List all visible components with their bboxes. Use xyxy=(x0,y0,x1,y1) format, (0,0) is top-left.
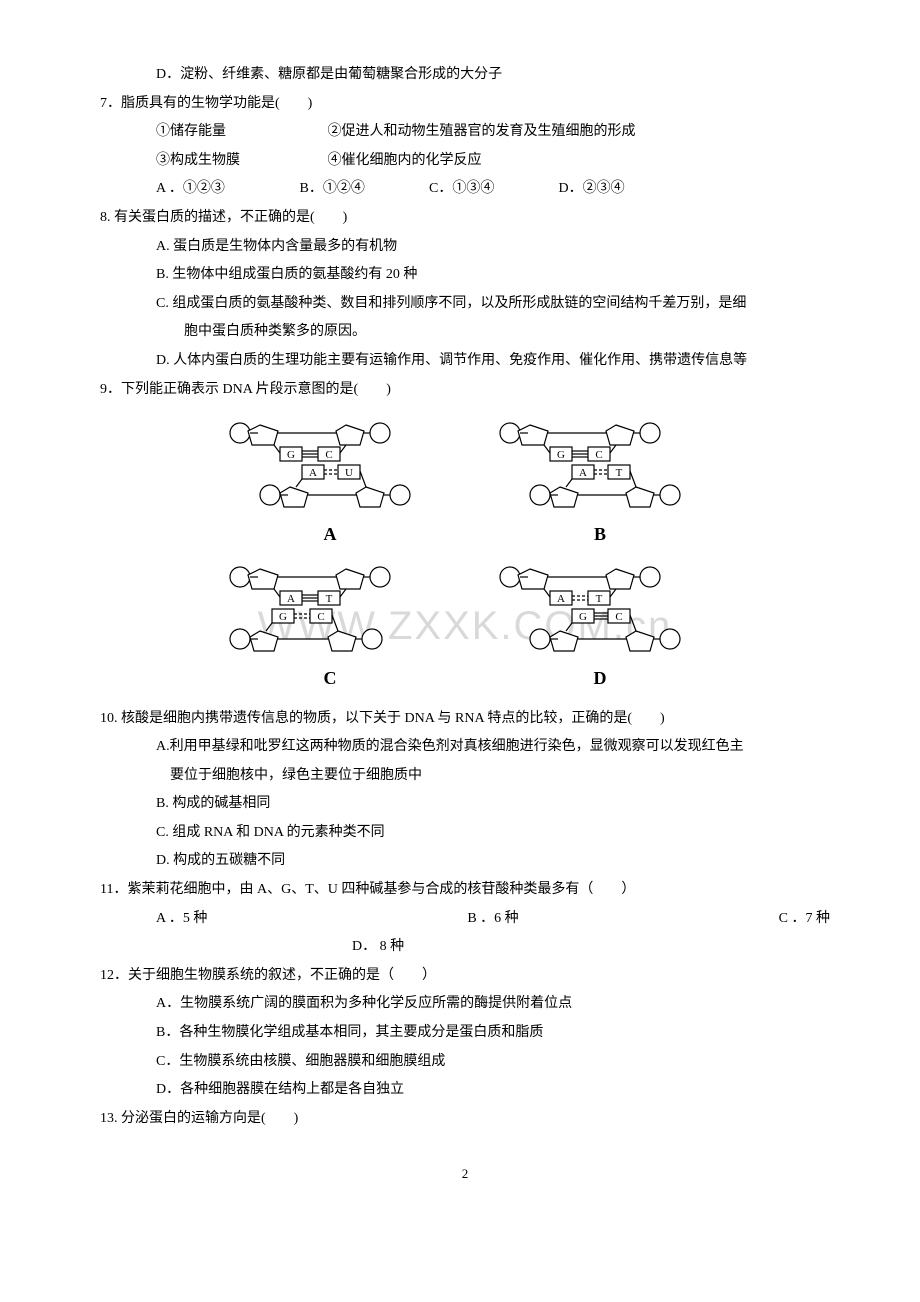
q7-items-row1: ①储存能量 ②促进人和动物生殖器官的发育及生殖细胞的形成 xyxy=(100,119,830,146)
q12-stem: 12．关于细胞生物膜系统的叙述，不正确的是（ ） xyxy=(100,963,830,990)
q10-optA-line2: 要位于细胞核中，绿色主要位于细胞质中 xyxy=(100,763,830,790)
q7-item2: ②促进人和动物生殖器官的发育及生殖细胞的形成 xyxy=(328,124,636,139)
svg-text:A: A xyxy=(287,593,295,605)
dna-diagram-a: G C A U xyxy=(220,413,440,513)
svg-text:U: U xyxy=(345,467,353,479)
page-container: D．淀粉、纤维素、糖原都是由葡萄糖聚合形成的大分子 7．脂质具有的生物学功能是(… xyxy=(0,0,920,1302)
svg-text:C: C xyxy=(325,449,332,461)
q7-stem: 7．脂质具有的生物学功能是( ) xyxy=(100,91,830,118)
dna-diagram-c: A T G C xyxy=(220,557,440,657)
svg-text:C: C xyxy=(615,611,622,623)
q8-optC-line2: 胞中蛋白质种类繁多的原因。 xyxy=(100,319,830,346)
q9-stem: 9．下列能正确表示 DNA 片段示意图的是( ) xyxy=(100,377,830,404)
page-number: 2 xyxy=(100,1162,830,1187)
panel-label-B: B xyxy=(485,517,715,551)
q6-option-d: D．淀粉、纤维素、糖原都是由葡萄糖聚合形成的大分子 xyxy=(100,62,830,89)
q7-optB: B．①②④ xyxy=(300,176,426,203)
svg-text:A: A xyxy=(557,593,565,605)
q11-optC: C ．7 种 xyxy=(779,906,830,933)
q7-optD: D．②③④ xyxy=(559,176,625,203)
q9-panel-C: A T G C xyxy=(215,557,445,695)
q9-figure: G C A U xyxy=(215,413,715,695)
q8-stem: 8. 有关蛋白质的描述，不正确的是( ) xyxy=(100,205,830,232)
panel-label-C: C xyxy=(215,661,445,695)
dna-diagram-d: A T G C xyxy=(490,557,710,657)
q9-panel-A: G C A U xyxy=(215,413,445,551)
q7-options: A ．①②③ B．①②④ C．①③④ D．②③④ xyxy=(100,176,830,203)
q7-item3: ③构成生物膜 xyxy=(156,148,324,175)
svg-text:T: T xyxy=(616,467,623,479)
q11-stem: 11．紫茉莉花细胞中，由 A、G、T、U 四种碱基参与合成的核苷酸种类最多有（ … xyxy=(100,877,830,904)
q12-optC: C．生物膜系统由核膜、细胞器膜和细胞膜组成 xyxy=(100,1049,830,1076)
q11-optD: D． 8 种 xyxy=(100,934,830,961)
dna-diagram-b: G C A T xyxy=(490,413,710,513)
q11-optB: B ．6 种 xyxy=(467,906,518,933)
q7-optC: C．①③④ xyxy=(429,176,555,203)
svg-text:A: A xyxy=(309,467,317,479)
q12-optA: A．生物膜系统广阔的膜面积为多种化学反应所需的酶提供附着位点 xyxy=(100,991,830,1018)
svg-text:C: C xyxy=(595,449,602,461)
svg-text:G: G xyxy=(287,449,295,461)
svg-text:G: G xyxy=(279,611,287,623)
q8-optD: D. 人体内蛋白质的生理功能主要有运输作用、调节作用、免疫作用、催化作用、携带遗… xyxy=(100,348,830,375)
q10-optA-line1: A.利用甲基绿和吡罗红这两种物质的混合染色剂对真核细胞进行染色，显微观察可以发现… xyxy=(100,734,830,761)
q12-optB: B．各种生物膜化学组成基本相同，其主要成分是蛋白质和脂质 xyxy=(100,1020,830,1047)
q8-optC-line1: C. 组成蛋白质的氨基酸种类、数目和排列顺序不同，以及所形成肽链的空间结构千差万… xyxy=(100,291,830,318)
q10-optB: B. 构成的碱基相同 xyxy=(100,791,830,818)
svg-text:G: G xyxy=(557,449,565,461)
q10-optD: D. 构成的五碳糖不同 xyxy=(100,848,830,875)
svg-text:G: G xyxy=(579,611,587,623)
q11-optA: A ．5 种 xyxy=(156,906,207,933)
q9-panel-D: A T G C xyxy=(485,557,715,695)
q7-optA: A ．①②③ xyxy=(156,176,296,203)
q7-item4: ④催化细胞内的化学反应 xyxy=(328,153,482,168)
q8-optA: A. 蛋白质是生物体内含量最多的有机物 xyxy=(100,234,830,261)
q8-optB: B. 生物体中组成蛋白质的氨基酸约有 20 种 xyxy=(100,262,830,289)
panel-label-A: A xyxy=(215,517,445,551)
q12-optD: D．各种细胞器膜在结构上都是各自独立 xyxy=(100,1077,830,1104)
q10-stem: 10. 核酸是细胞内携带遗传信息的物质，以下关于 DNA 与 RNA 特点的比较… xyxy=(100,706,830,733)
q10-optC: C. 组成 RNA 和 DNA 的元素种类不同 xyxy=(100,820,830,847)
svg-text:A: A xyxy=(579,467,587,479)
svg-text:T: T xyxy=(326,593,333,605)
q7-items-row2: ③构成生物膜 ④催化细胞内的化学反应 xyxy=(100,148,830,175)
q7-item1: ①储存能量 xyxy=(156,119,324,146)
q11-options-row: A ．5 种 B ．6 种 C ．7 种 xyxy=(100,906,830,933)
svg-text:C: C xyxy=(317,611,324,623)
q13-stem: 13. 分泌蛋白的运输方向是( ) xyxy=(100,1106,830,1133)
q9-panel-B: G C A T xyxy=(485,413,715,551)
svg-text:T: T xyxy=(596,593,603,605)
panel-label-D: D xyxy=(485,661,715,695)
